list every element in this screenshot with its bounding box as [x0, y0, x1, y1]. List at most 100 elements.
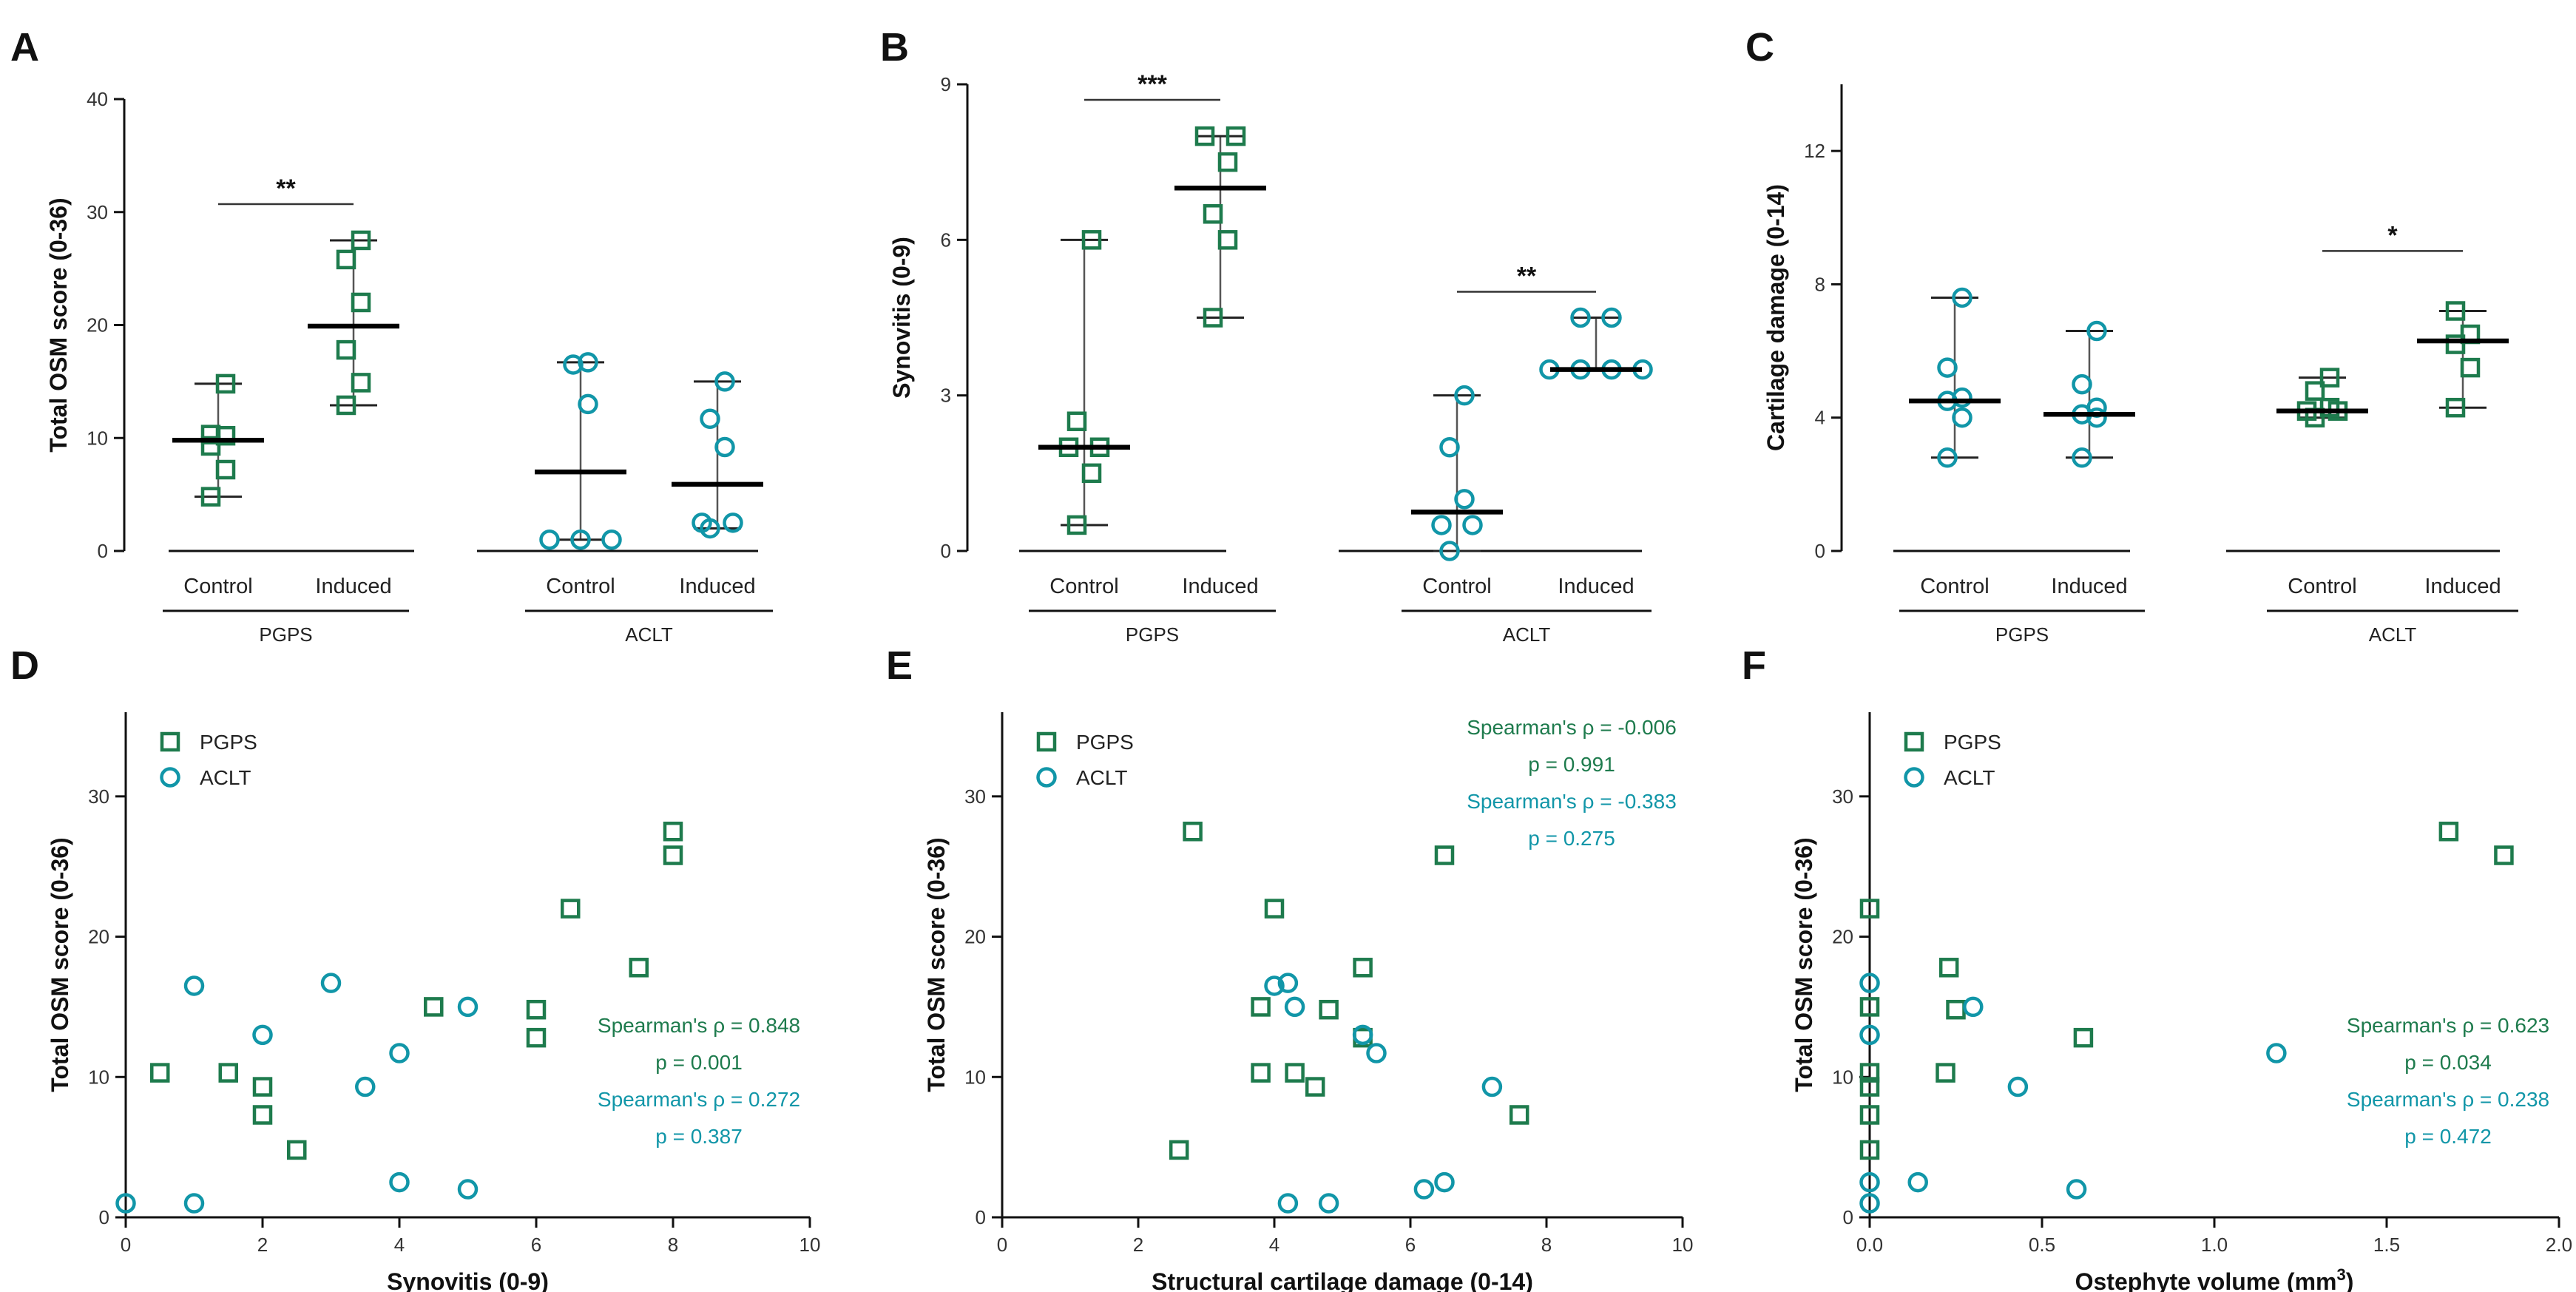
- y-tick-label: 0: [1815, 540, 1825, 562]
- data-point: [215, 459, 236, 480]
- y-tick-label: 0: [941, 540, 951, 562]
- group-label: PGPS: [259, 623, 312, 646]
- data-point: [1952, 407, 1972, 428]
- data-point: [200, 487, 221, 507]
- data-point: [1217, 152, 1238, 172]
- data-point: [1439, 437, 1460, 458]
- data-point: [1946, 999, 1966, 1020]
- data-point: [2319, 397, 2340, 418]
- data-point: [1169, 1140, 1189, 1160]
- x-tick-label: 0: [997, 1234, 1007, 1256]
- data-point: [578, 352, 598, 373]
- data-point: [1859, 1077, 1880, 1097]
- data-point: [1352, 1024, 1373, 1046]
- data-point: [526, 1027, 547, 1048]
- panel-letter: C: [1745, 25, 1774, 70]
- data-point: [1285, 1063, 1305, 1083]
- x-tick-label: 2: [257, 1234, 268, 1256]
- y-tick-label: 0: [98, 540, 108, 562]
- data-point: [252, 1105, 273, 1125]
- data-point: [1937, 447, 1958, 468]
- data-point: [320, 973, 342, 993]
- category-label: Control: [1422, 575, 1492, 598]
- y-axis-label: Total OSM score (0-36): [47, 837, 73, 1092]
- correlation-text: p = 0.034: [2404, 1051, 2492, 1074]
- legend-marker: [1036, 731, 1057, 752]
- data-point: [1454, 385, 1475, 406]
- data-point: [1937, 357, 1958, 378]
- data-point: [2072, 373, 2092, 395]
- panel-c: C 0 4 8 12 Cartilage damage (0-14) PGPS ACLT Con…: [1745, 25, 2518, 646]
- data-point: [1907, 1171, 1928, 1193]
- data-point: [1481, 1076, 1503, 1097]
- panel-e: E 0 10 20 30 0 2 4 6 8 10 Total OSM score (0-36) Str…: [886, 643, 1693, 1292]
- y-tick-label: 6: [941, 229, 951, 251]
- data-point: [2445, 397, 2466, 418]
- data-point: [1319, 999, 1339, 1020]
- data-point: [1454, 489, 1475, 510]
- data-point: [1217, 230, 1238, 250]
- y-tick-label: 3: [941, 385, 951, 407]
- data-point: [200, 425, 221, 444]
- data-point: [526, 999, 547, 1020]
- x-axis-label: Structural cartilage damage (0-14): [1152, 1268, 1533, 1292]
- category-label: Control: [183, 575, 253, 598]
- data-point: [1264, 899, 1285, 919]
- x-tick-label: 8: [668, 1234, 678, 1256]
- correlation-text: p = 0.001: [655, 1051, 743, 1074]
- data-point: [2319, 368, 2340, 388]
- data-point: [2073, 1027, 2094, 1048]
- category-label: Control: [2288, 575, 2357, 598]
- y-tick-label: 0: [976, 1206, 986, 1228]
- category-label: Induced: [315, 575, 391, 598]
- data-point: [336, 249, 356, 270]
- y-tick-label: 20: [1832, 926, 1853, 948]
- data-point: [1318, 1193, 1339, 1214]
- data-point: [150, 1063, 170, 1083]
- legend-label: ACLT: [1944, 766, 1995, 789]
- data-point: [287, 1140, 307, 1160]
- y-tick-label: 9: [941, 73, 951, 95]
- data-point: [1431, 515, 1452, 535]
- data-point: [1859, 1140, 1880, 1160]
- significance-label: **: [276, 175, 296, 203]
- data-point: [563, 354, 584, 375]
- legend-marker: [1904, 731, 1924, 752]
- data-point: [355, 1076, 376, 1097]
- data-point: [1859, 1105, 1880, 1125]
- correlation-text: p = 0.387: [655, 1125, 743, 1148]
- data-point: [1952, 387, 1972, 408]
- x-tick-label: 0.5: [2029, 1234, 2055, 1256]
- legend-marker: [1904, 767, 1924, 788]
- legend-marker: [160, 731, 180, 752]
- category-label: Control: [546, 575, 615, 598]
- data-point: [2072, 447, 2092, 468]
- data-point: [723, 513, 743, 533]
- data-point: [218, 1063, 238, 1083]
- data-point: [457, 1179, 479, 1200]
- data-point: [351, 292, 371, 313]
- x-axis-label: Synovitis (0-9): [387, 1268, 549, 1292]
- y-tick-label: 4: [1815, 407, 1825, 429]
- correlation-text: p = 0.472: [2404, 1125, 2492, 1148]
- data-point: [561, 899, 581, 919]
- y-tick-label: 20: [964, 926, 986, 948]
- x-tick-label: 6: [531, 1234, 541, 1256]
- data-point: [1859, 1171, 1880, 1193]
- data-point: [1203, 204, 1223, 224]
- data-point: [578, 393, 598, 415]
- data-point: [714, 371, 735, 392]
- data-point: [1251, 997, 1271, 1017]
- data-point: [1066, 411, 1087, 431]
- x-tick-label: 0.0: [1856, 1234, 1883, 1256]
- data-point: [336, 395, 356, 416]
- correlation-text: Spearman's ρ = 0.238: [2347, 1088, 2549, 1111]
- data-point: [1434, 1171, 1455, 1193]
- y-tick-label: 10: [1832, 1066, 1853, 1088]
- data-point: [389, 1171, 410, 1193]
- x-tick-label: 10: [1672, 1234, 1694, 1256]
- data-point: [2460, 357, 2481, 378]
- x-tick-label: 6: [1405, 1234, 1416, 1256]
- data-point: [1859, 1024, 1880, 1046]
- correlation-text: p = 0.991: [1528, 753, 1615, 776]
